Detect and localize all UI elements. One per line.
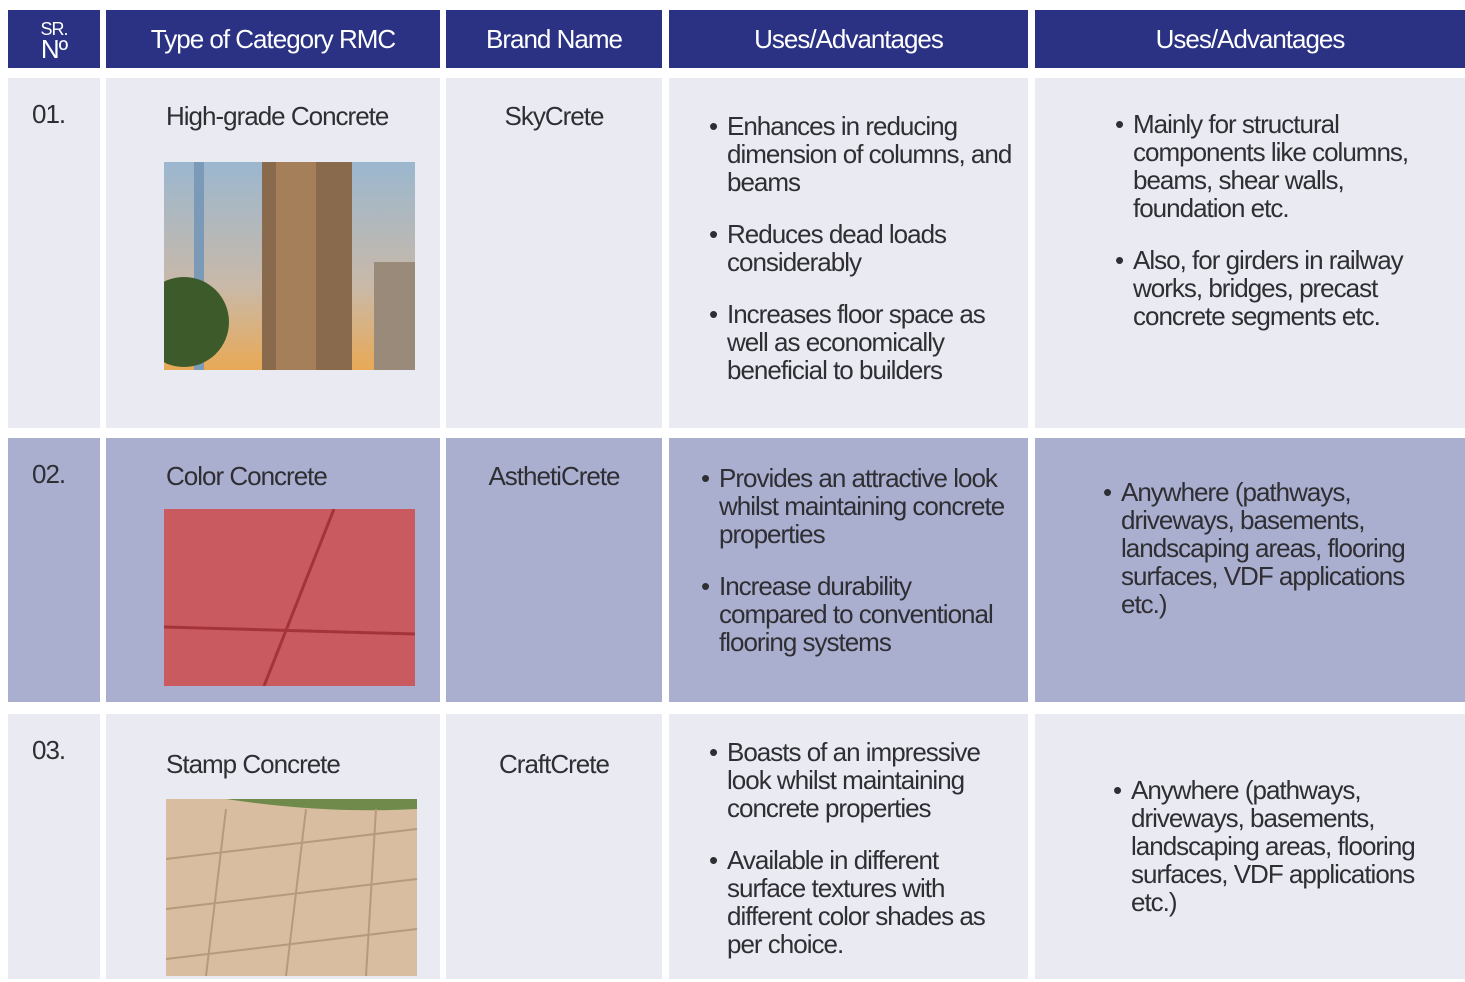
uses-list: Enhances in reducing dimension of column… xyxy=(709,112,1018,408)
category-type: Color Concrete xyxy=(166,461,328,491)
header-cell: Uses/Advantages xyxy=(669,10,1028,68)
table-cell xyxy=(446,78,662,428)
bullet-item: Anywhere (pathways, driveways, basements… xyxy=(1113,776,1443,916)
uses-list: Boasts of an impressive look whilst main… xyxy=(709,738,1018,982)
advantages-list: Anywhere (pathways, driveways, basements… xyxy=(1113,776,1443,940)
sr-number: 03. xyxy=(32,735,66,765)
uses-list: Provides an attractive look whilst maint… xyxy=(701,464,1018,680)
brand-name: AsthetiCrete xyxy=(488,461,620,491)
brand-name: SkyCrete xyxy=(504,101,605,131)
header-cell: Brand Name xyxy=(446,10,662,68)
advantages-list: Mainly for structural components like co… xyxy=(1115,110,1443,354)
advantages-list: Anywhere (pathways, driveways, basements… xyxy=(1103,478,1443,642)
bullet-item: Mainly for structural components like co… xyxy=(1115,110,1443,222)
table-cell xyxy=(446,438,662,702)
bullet-item: Provides an attractive look whilst maint… xyxy=(701,464,1018,548)
header-text: SR. xyxy=(40,19,68,39)
sr-number: 02. xyxy=(32,459,66,489)
bullet-item: Enhances in reducing dimension of column… xyxy=(709,112,1018,196)
table-cell xyxy=(8,78,100,428)
bullet-item: Also, for girders in railway works, brid… xyxy=(1115,246,1443,330)
sr-number: 01. xyxy=(32,99,66,129)
sr-header: SR. Nº xyxy=(8,10,100,68)
brand-name: CraftCrete xyxy=(499,749,610,779)
bullet-item: Reduces dead loads considerably xyxy=(709,220,1018,276)
color-concrete-image xyxy=(164,509,415,686)
bullet-item: Increases floor space as well as economi… xyxy=(709,300,1018,384)
category-type: High-grade Concrete xyxy=(166,101,389,131)
table-cell xyxy=(446,714,662,979)
header-cell: Uses/Advantages xyxy=(1035,10,1465,68)
table-cell xyxy=(8,714,100,979)
bullet-item: Available in different surface textures … xyxy=(709,846,1018,958)
bullet-item: Boasts of an impressive look whilst main… xyxy=(709,738,1018,822)
building-image xyxy=(164,162,415,370)
header-cell: Type of Category RMC xyxy=(106,10,440,68)
stamp-concrete-image xyxy=(166,799,417,976)
category-type: Stamp Concrete xyxy=(166,749,341,779)
bullet-item: Anywhere (pathways, driveways, basements… xyxy=(1103,478,1443,618)
header-text: Nº xyxy=(40,34,68,64)
bullet-item: Increase durability compared to conventi… xyxy=(701,572,1018,656)
table-cell xyxy=(8,438,100,702)
